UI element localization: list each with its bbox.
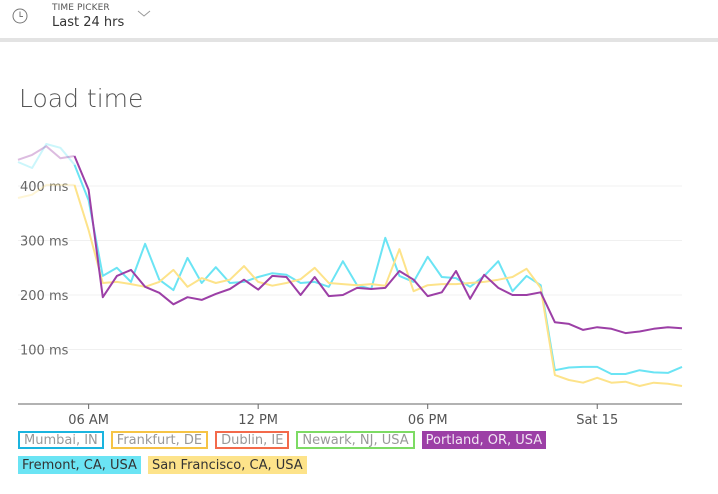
legend-item-fremont-ca-usa[interactable]: Fremont, CA, USA: [18, 456, 141, 474]
clock-icon: [12, 8, 28, 24]
series-line-faded-2: [17, 145, 75, 161]
time-picker-value[interactable]: Last 24 hrs: [52, 15, 125, 30]
legend-item-newark-nj-usa[interactable]: Newark, NJ, USA: [296, 431, 415, 449]
y-tick-label: 100 ms: [20, 344, 69, 359]
legend-item-dublin-ie[interactable]: Dublin, IE: [215, 431, 290, 449]
y-tick-label: 200 ms: [20, 289, 69, 304]
x-tick-label: 06 PM: [408, 413, 448, 426]
x-tick-label: 06 AM: [68, 413, 109, 426]
series-line-2: [73, 155, 683, 335]
legend-item-portland-or-usa[interactable]: Portland, OR, USA: [421, 431, 547, 449]
chart-legend: Mumbai, IN Frankfurt, DE Dublin, IE Newark,…: [18, 429, 708, 479]
series-line-faded-0: [17, 143, 76, 169]
y-tick-label: 400 ms: [20, 180, 69, 195]
x-tick-label: Sat 15: [576, 413, 618, 426]
series-line-faded-1: [17, 183, 75, 199]
legend-item-frankfurt-de[interactable]: Frankfurt, DE: [110, 431, 209, 449]
header-divider: [0, 38, 718, 42]
time-picker[interactable]: TIME PICKER Last 24 hrs: [0, 0, 718, 38]
legend-item-san-francisco-ca-usa[interactable]: San Francisco, CA, USA: [147, 456, 307, 474]
y-tick-label: 300 ms: [20, 235, 69, 250]
x-tick-label: 12 PM: [238, 413, 278, 426]
legend-item-mumbai-in[interactable]: Mumbai, IN: [18, 431, 104, 449]
time-picker-label: TIME PICKER: [52, 3, 110, 13]
load-time-chart: 100 ms 200 ms 300 ms 400 ms 06 AM 12 PM 06 PM S…: [17, 143, 683, 426]
chevron-down-icon[interactable]: [137, 9, 151, 19]
series-line-0: [73, 164, 683, 375]
series-line-1: [73, 184, 683, 387]
chart-title: Load time: [19, 84, 144, 113]
